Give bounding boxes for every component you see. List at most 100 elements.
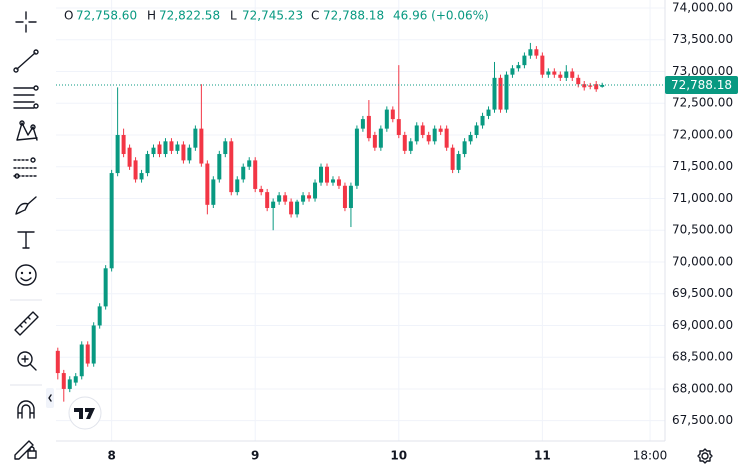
candle-body: [456, 154, 461, 170]
legend-value: 72,822.58: [159, 9, 220, 23]
candle-body: [504, 74, 509, 110]
y-tick-label: 71,000.00: [672, 191, 733, 205]
settings-icon[interactable]: [697, 448, 713, 464]
candle-body: [372, 134, 377, 148]
candle-body: [73, 376, 78, 383]
legend-value: 72,758.60: [76, 9, 137, 23]
ruler-tool[interactable]: [14, 311, 39, 336]
magnet-tool[interactable]: [17, 400, 35, 419]
candle-body: [552, 71, 557, 75]
candle-body: [133, 160, 138, 180]
y-tick-label: 69,000.00: [672, 318, 733, 332]
candle-body: [169, 141, 174, 151]
candle-body: [390, 109, 395, 120]
candle-body: [360, 119, 365, 129]
candle-body: [307, 195, 312, 199]
candle-body: [151, 147, 156, 155]
candle-body: [85, 344, 90, 364]
emoji-tool[interactable]: [15, 264, 37, 286]
candle-body: [480, 115, 485, 126]
candle-body: [217, 154, 222, 180]
y-tick-label: 73,500.00: [672, 32, 733, 46]
candle-body: [522, 55, 527, 66]
candle-body: [492, 77, 497, 110]
candle-body: [235, 179, 240, 193]
candle-body: [289, 201, 294, 215]
lock-tool[interactable]: [14, 440, 37, 460]
x-tick-label: 8: [107, 449, 115, 463]
candle-body: [271, 201, 276, 208]
candle-body: [67, 379, 72, 389]
candle-body: [229, 141, 234, 193]
candle-body: [109, 173, 114, 269]
candle-body: [283, 195, 288, 202]
candle-body: [468, 134, 473, 142]
y-tick-label: 67,500.00: [672, 413, 733, 427]
candle-body: [187, 147, 192, 161]
candle-body: [211, 179, 216, 205]
candle-body: [576, 77, 581, 85]
candle-body: [462, 141, 467, 155]
text-tool[interactable]: [17, 231, 35, 249]
legend-change: 46.96 (+0.06%): [393, 9, 489, 23]
trend-line-tool[interactable]: [13, 49, 39, 73]
candle-body: [534, 49, 539, 56]
candle-body: [336, 179, 341, 186]
candle-body: [444, 128, 449, 148]
y-tick-label: 74,000.00: [672, 0, 733, 14]
candle-body: [157, 144, 162, 155]
candle-body: [420, 125, 425, 135]
candle-body: [426, 134, 431, 142]
candle-body: [600, 84, 605, 87]
candle-body: [414, 125, 419, 142]
candle-body: [528, 49, 533, 56]
candle-body: [510, 68, 515, 75]
candle-body: [181, 144, 186, 161]
x-tick-label: 18:00: [633, 449, 668, 463]
legend-key: H: [147, 9, 156, 23]
pattern-tool[interactable]: [16, 120, 38, 141]
collapse-button[interactable]: [46, 388, 54, 408]
candle-body: [199, 128, 204, 164]
legend-key: L: [230, 9, 237, 23]
last-price-label: 72,788.18: [671, 78, 732, 92]
y-tick-label: 70,000.00: [672, 254, 733, 268]
tv-logo: [68, 396, 102, 430]
candle-body: [324, 166, 329, 183]
candle-body: [223, 141, 228, 155]
candle-body: [570, 71, 575, 78]
candle-body: [384, 109, 389, 129]
candle-body: [205, 163, 210, 205]
last-price-box: [665, 75, 738, 94]
logo-mark: [74, 408, 95, 419]
candle-body: [546, 71, 551, 75]
candle-body: [366, 115, 371, 139]
candle-body: [163, 141, 168, 155]
candle-body: [265, 192, 270, 208]
candle-body: [253, 160, 258, 189]
candle-body: [432, 128, 437, 142]
brush-tool[interactable]: [15, 196, 37, 215]
candle-body: [145, 154, 150, 174]
x-tick-label: 11: [534, 449, 551, 463]
legend-value: 72,745.23: [242, 9, 303, 23]
candle-body: [121, 134, 126, 155]
y-tick-label: 68,500.00: [672, 350, 733, 364]
candle-body: [342, 185, 347, 208]
crosshair-tool[interactable]: [15, 11, 37, 33]
y-tick-label: 71,500.00: [672, 159, 733, 173]
candle-body: [241, 166, 246, 180]
legend-key: O: [64, 9, 73, 23]
legend-key: C: [311, 9, 319, 23]
prediction-tool[interactable]: [13, 157, 37, 179]
fib-tool[interactable]: [13, 85, 39, 109]
candle-body: [348, 185, 353, 208]
candle-body: [79, 344, 84, 377]
legend-value: 72,788.18: [323, 9, 384, 23]
candle-body: [301, 195, 306, 202]
candle-body: [247, 160, 252, 167]
toolbar: [10, 11, 54, 460]
zoom-tool[interactable]: [17, 351, 37, 371]
